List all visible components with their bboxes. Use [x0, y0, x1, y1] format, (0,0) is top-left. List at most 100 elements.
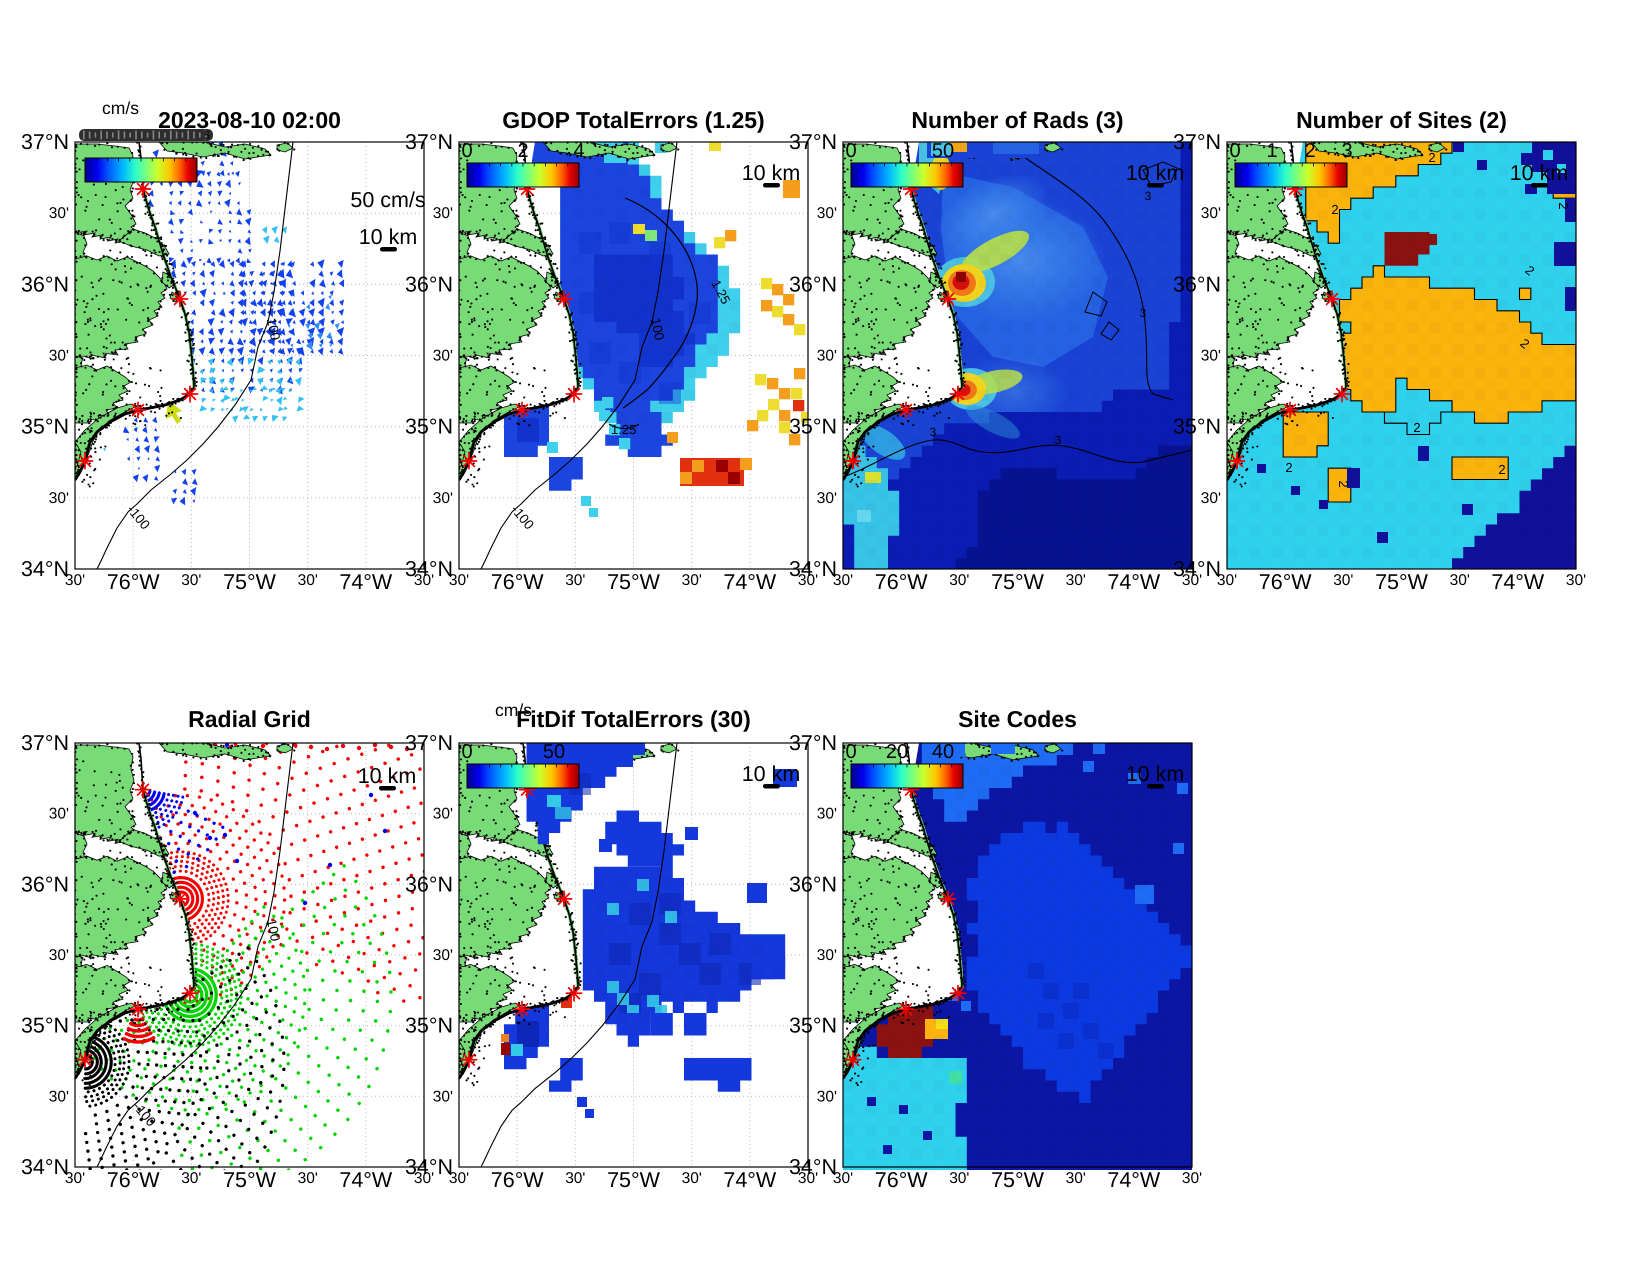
svg-text:30': 30'	[49, 348, 69, 365]
svg-text:34°N: 34°N	[1173, 557, 1221, 581]
svg-text:30': 30'	[1201, 348, 1221, 365]
svg-text:30': 30'	[949, 572, 969, 589]
svg-text:2: 2	[1556, 202, 1571, 209]
svg-text:10 km: 10 km	[359, 225, 418, 249]
svg-text:30': 30'	[798, 572, 818, 589]
svg-text:1: 1	[1266, 140, 1277, 162]
svg-text:36°N: 36°N	[21, 872, 69, 896]
svg-text:2: 2	[1498, 462, 1505, 477]
svg-text:75°W: 75°W	[223, 570, 277, 594]
svg-text:2: 2	[1331, 202, 1338, 217]
svg-text:10 km: 10 km	[358, 764, 417, 788]
svg-text:35°N: 35°N	[1173, 415, 1221, 439]
svg-text:30': 30'	[682, 572, 702, 589]
svg-text:3: 3	[1145, 189, 1152, 203]
svg-text:74°W: 74°W	[339, 1168, 393, 1192]
svg-text:3: 3	[1055, 433, 1062, 447]
svg-text:30': 30'	[1182, 572, 1202, 589]
svg-text:cm/s: cm/s	[495, 700, 532, 720]
svg-text:75°W: 75°W	[607, 1168, 661, 1192]
svg-text:0: 0	[1229, 140, 1240, 162]
svg-text:30': 30'	[49, 1088, 69, 1105]
svg-text:100: 100	[264, 316, 283, 341]
svg-text:37°N: 37°N	[21, 130, 69, 154]
svg-text:75°W: 75°W	[1375, 570, 1429, 594]
svg-text:30': 30'	[433, 348, 453, 365]
svg-text:2: 2	[1285, 460, 1292, 475]
svg-text:Number of Rads (3): Number of Rads (3)	[911, 107, 1123, 133]
svg-text:100: 100	[264, 917, 283, 942]
svg-text:30': 30'	[565, 572, 585, 589]
svg-text:30': 30'	[949, 1170, 969, 1187]
svg-text:2: 2	[1336, 480, 1351, 487]
svg-text:34°N: 34°N	[789, 557, 837, 581]
svg-text:2023-08-10 02:00: 2023-08-10 02:00	[158, 107, 341, 133]
svg-text:76°W: 76°W	[491, 1168, 545, 1192]
svg-text:30': 30'	[565, 1170, 585, 1187]
svg-text:30': 30'	[433, 1088, 453, 1105]
svg-text:30': 30'	[817, 205, 837, 222]
svg-text:10 km: 10 km	[1126, 762, 1185, 786]
svg-text:30': 30'	[49, 205, 69, 222]
svg-text:Site Codes: Site Codes	[958, 706, 1077, 732]
svg-text:10 km: 10 km	[1510, 161, 1569, 185]
svg-text:76°W: 76°W	[1259, 570, 1313, 594]
svg-text:36°N: 36°N	[21, 272, 69, 296]
svg-text:4: 4	[573, 140, 584, 162]
svg-text:10 km: 10 km	[742, 762, 801, 786]
svg-text:35°N: 35°N	[405, 1014, 453, 1038]
svg-text:30': 30'	[298, 572, 318, 589]
svg-text:30': 30'	[65, 1170, 85, 1187]
svg-text:5: 5	[204, 130, 210, 142]
svg-text:30': 30'	[433, 205, 453, 222]
svg-text:76°W: 76°W	[107, 570, 161, 594]
svg-text:30': 30'	[1217, 572, 1237, 589]
svg-text:50: 50	[932, 140, 954, 162]
svg-text:74°W: 74°W	[339, 570, 393, 594]
svg-text:30': 30'	[833, 1170, 853, 1187]
svg-text:30': 30'	[817, 806, 837, 823]
svg-text:2: 2	[1304, 140, 1315, 162]
svg-text:37°N: 37°N	[789, 130, 837, 154]
svg-text:76°W: 76°W	[875, 570, 929, 594]
svg-text:30': 30'	[1450, 572, 1470, 589]
svg-text:76°W: 76°W	[107, 1168, 161, 1192]
svg-text:30': 30'	[833, 572, 853, 589]
svg-text:30': 30'	[181, 1170, 201, 1187]
svg-text:35°N: 35°N	[789, 1014, 837, 1038]
svg-text:34°N: 34°N	[21, 557, 69, 581]
svg-text:30': 30'	[433, 806, 453, 823]
svg-text:0: 0	[845, 140, 856, 162]
svg-text:30': 30'	[49, 806, 69, 823]
svg-text:36°N: 36°N	[789, 272, 837, 296]
svg-text:35°N: 35°N	[21, 1014, 69, 1038]
svg-text:37°N: 37°N	[405, 130, 453, 154]
svg-text:37°N: 37°N	[405, 731, 453, 755]
svg-text:36°N: 36°N	[405, 272, 453, 296]
svg-text:3: 3	[1140, 306, 1147, 320]
svg-text:cm/s: cm/s	[102, 98, 139, 118]
svg-text:36°N: 36°N	[789, 872, 837, 896]
svg-text:37°N: 37°N	[21, 731, 69, 755]
svg-text:34°N: 34°N	[405, 557, 453, 581]
svg-text:30': 30'	[449, 572, 469, 589]
svg-text:40: 40	[932, 741, 954, 763]
svg-text:Number of Sites (2): Number of Sites (2)	[1296, 107, 1507, 133]
svg-text:30': 30'	[1201, 490, 1221, 507]
svg-text:0: 0	[461, 140, 472, 162]
svg-text:3: 3	[1341, 140, 1352, 162]
svg-text:2: 2	[1413, 420, 1420, 435]
svg-text:75°W: 75°W	[607, 570, 661, 594]
svg-text:50: 50	[543, 741, 565, 763]
svg-text:75°W: 75°W	[991, 1168, 1045, 1192]
svg-text:76°W: 76°W	[491, 570, 545, 594]
svg-text:30': 30'	[49, 947, 69, 964]
svg-text:30': 30'	[1333, 572, 1353, 589]
svg-text:34°N: 34°N	[789, 1155, 837, 1179]
svg-text:74°W: 74°W	[723, 570, 777, 594]
svg-text:2: 2	[517, 140, 528, 162]
svg-text:35°N: 35°N	[789, 415, 837, 439]
svg-text:75°W: 75°W	[991, 570, 1045, 594]
svg-text:74°W: 74°W	[1491, 570, 1545, 594]
svg-text:74°W: 74°W	[723, 1168, 777, 1192]
